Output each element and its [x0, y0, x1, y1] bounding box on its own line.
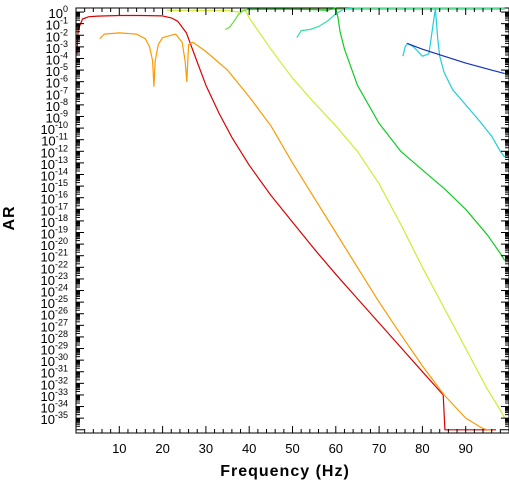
series-line [225, 9, 504, 29]
series-line [247, 8, 505, 260]
series-line [407, 43, 505, 73]
x-tick-label: 90 [458, 441, 472, 456]
x-tick-label: 80 [415, 441, 429, 456]
x-tick-label: 60 [329, 441, 343, 456]
x-tick-label: 20 [155, 441, 169, 456]
y-tick-label: 10-35 [41, 410, 68, 427]
series-line [167, 9, 505, 418]
series-line [297, 8, 505, 38]
series-line [77, 16, 496, 430]
x-axis-title: Frequency (Hz) [220, 463, 350, 480]
series-line [403, 9, 505, 158]
x-tick-label: 10 [112, 441, 126, 456]
x-tick-label: 50 [285, 441, 299, 456]
series-layer [77, 8, 505, 430]
label-layer: 10 20 30 40 50 60 70 80 9010010-110-210-310-410-… [41, 4, 473, 456]
x-tick-label: 70 [372, 441, 386, 456]
series-line [100, 33, 492, 430]
y-axis-title: AR [1, 205, 18, 230]
x-tick-label: 30 [199, 441, 213, 456]
x-tick-label: 40 [242, 441, 256, 456]
